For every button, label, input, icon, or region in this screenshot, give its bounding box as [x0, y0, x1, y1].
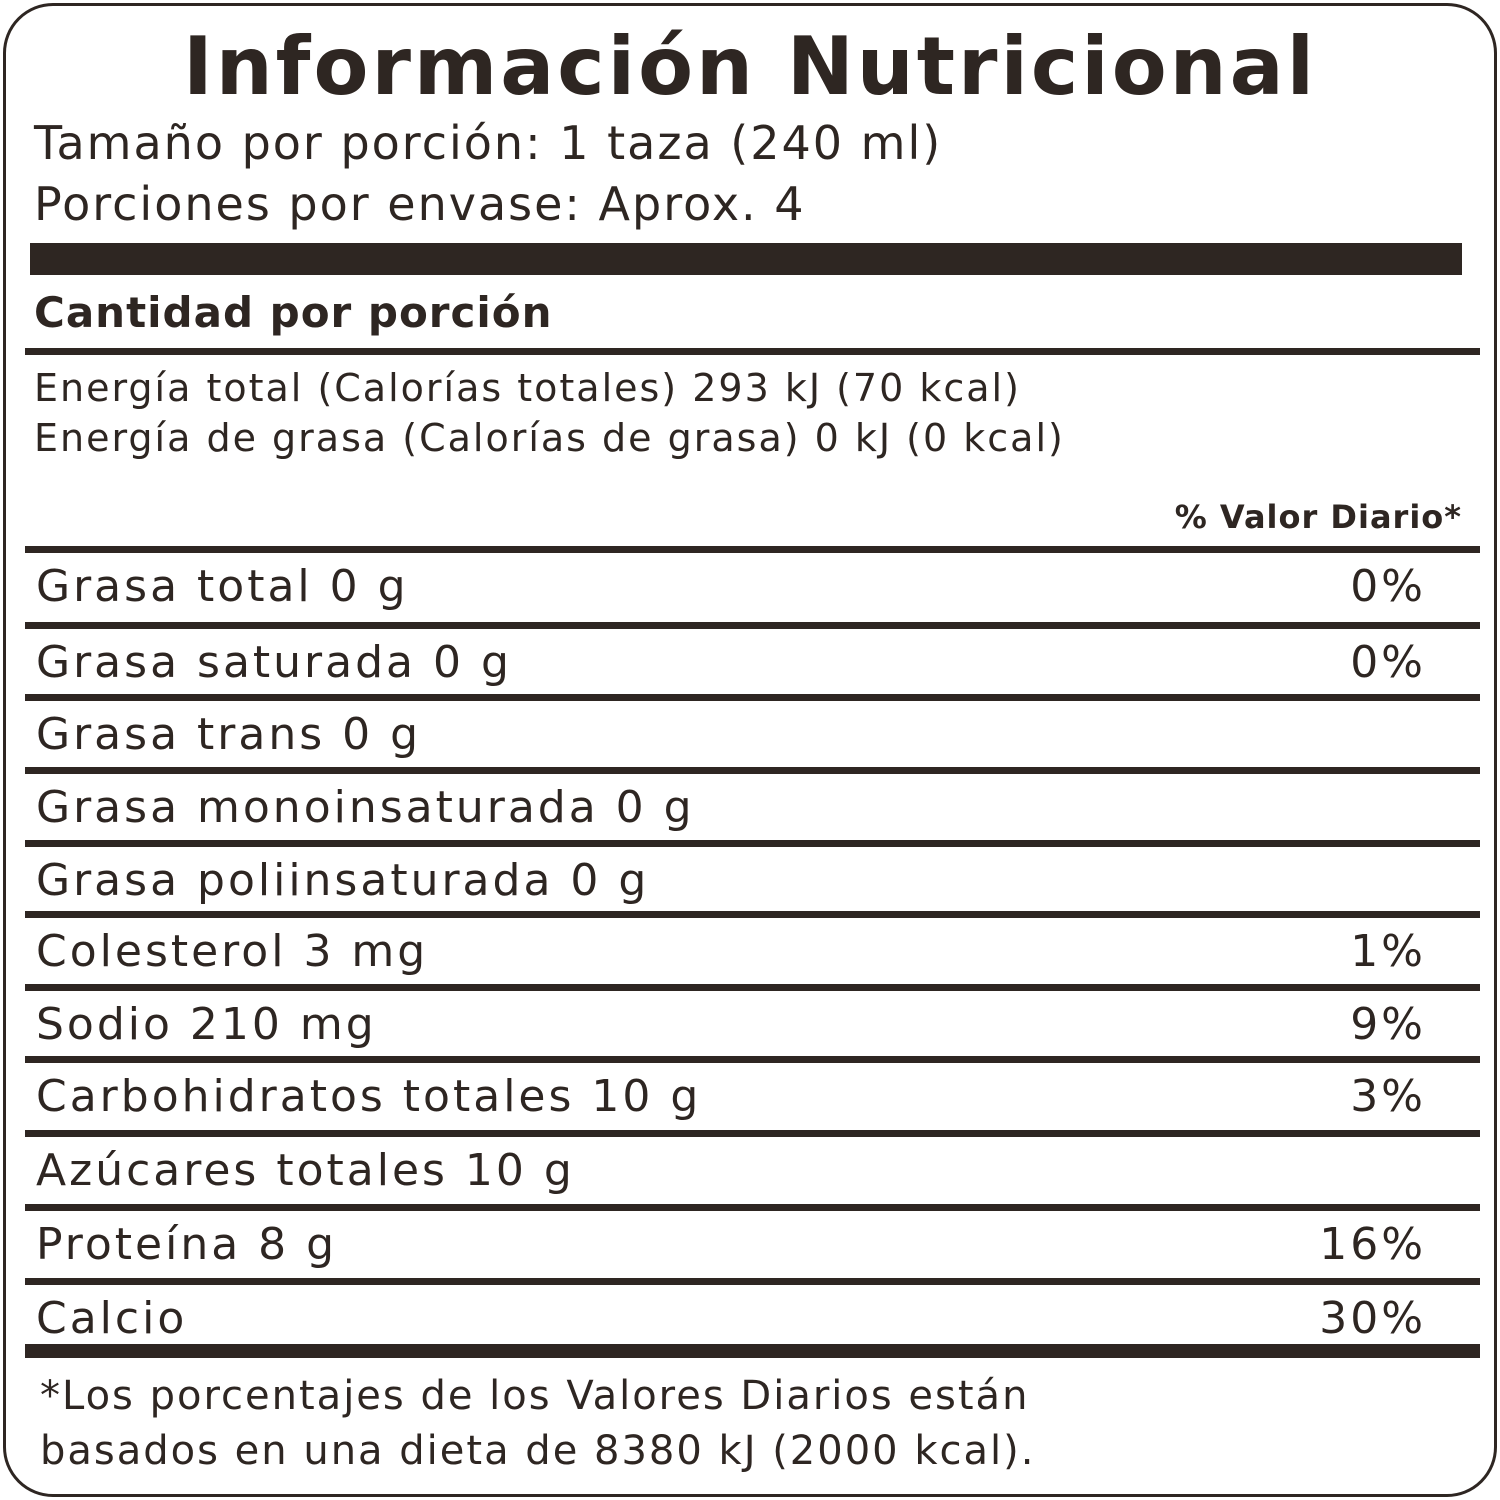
divider [25, 694, 1480, 701]
nutrient-daily-value: 0% [1350, 636, 1426, 688]
nutrient-row: Colesterol 3 mg 1% [36, 921, 1426, 981]
nutrient-daily-value: 16% [1319, 1218, 1426, 1270]
nutrient-row: Carbohidratos totales 10 g 3% [36, 1066, 1426, 1126]
divider [25, 348, 1480, 355]
nutrient-row: Azúcares totales 10 g [36, 1140, 1426, 1200]
thick-divider [25, 1344, 1480, 1358]
nutrient-label: Colesterol 3 mg [36, 925, 429, 977]
nutrient-row: Grasa saturada 0 g 0% [36, 632, 1426, 692]
nutrient-daily-value: 1% [1350, 925, 1426, 977]
footnote-line-2: basados en una dieta de 8380 kJ (2000 kc… [40, 1428, 1036, 1474]
servings-per-container: Porciones por envase: Aprox. 4 [34, 177, 806, 231]
divider [25, 1204, 1480, 1211]
nutrient-label: Proteína 8 g [36, 1218, 338, 1270]
nutrient-label: Sodio 210 mg [36, 998, 377, 1050]
serving-size: Tamaño por porción: 1 taza (240 ml) [34, 116, 943, 170]
nutrient-label: Carbohidratos totales 10 g [36, 1070, 702, 1122]
nutrient-label: Calcio [36, 1292, 188, 1344]
divider [25, 767, 1480, 774]
footnote-line-1: *Los porcentajes de los Valores Diarios … [40, 1373, 1030, 1419]
divider [25, 1278, 1480, 1285]
amount-header: Cantidad por porción [34, 288, 553, 337]
nutrient-label: Azúcares totales 10 g [36, 1144, 575, 1196]
nutrient-row: Calcio 30% [36, 1288, 1426, 1348]
energy-fat: Energía de grasa (Calorías de grasa) 0 k… [34, 416, 1065, 460]
label-title: Información Nutricional [182, 20, 1318, 113]
divider [25, 622, 1480, 629]
divider [25, 1056, 1480, 1063]
nutrient-label: Grasa poliinsaturada 0 g [36, 854, 650, 906]
divider [25, 1130, 1480, 1137]
nutrient-row: Grasa trans 0 g [36, 704, 1426, 764]
nutrient-label: Grasa monoinsaturada 0 g [36, 781, 695, 833]
thick-divider [30, 243, 1462, 275]
daily-value-header: % Valor Diario* [1174, 498, 1462, 536]
nutrient-daily-value: 9% [1350, 998, 1426, 1050]
nutrient-label: Grasa saturada 0 g [36, 636, 512, 688]
label-border [3, 3, 1497, 1497]
nutrient-row: Grasa monoinsaturada 0 g [36, 777, 1426, 837]
divider [25, 911, 1480, 918]
divider [25, 840, 1480, 847]
nutrient-row: Proteína 8 g 16% [36, 1214, 1426, 1274]
nutrient-row: Sodio 210 mg 9% [36, 994, 1426, 1054]
energy-total: Energía total (Calorías totales) 293 kJ … [34, 366, 1021, 410]
nutrient-row: Grasa total 0 g 0% [36, 556, 1426, 616]
divider [25, 984, 1480, 991]
nutrient-label: Grasa total 0 g [36, 560, 409, 612]
nutrient-daily-value: 0% [1350, 560, 1426, 612]
nutrient-label: Grasa trans 0 g [36, 708, 422, 760]
nutrient-daily-value: 30% [1319, 1292, 1426, 1344]
divider [25, 546, 1480, 553]
nutrient-row: Grasa poliinsaturada 0 g [36, 850, 1426, 910]
nutrient-daily-value: 3% [1350, 1070, 1426, 1122]
